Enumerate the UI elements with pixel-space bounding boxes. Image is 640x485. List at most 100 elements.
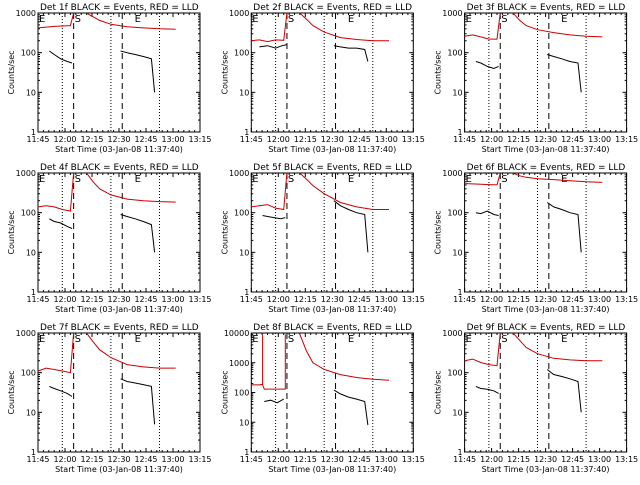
chart-title: Det 7f BLACK = Events, RED = LLD [40,323,199,333]
x-tick-label: 13:00 [375,135,398,144]
x-tick-label: 12:30 [534,295,557,304]
events-series-line [120,50,156,93]
y-tick-label: 1 [458,128,463,137]
event-marker: S [501,14,507,25]
event-marker: E [135,14,141,25]
event-marker: E [39,334,45,345]
x-tick-label: 12:15 [80,295,103,304]
lld-series-line [86,332,176,369]
x-tick-label: 11:45 [453,135,476,144]
lld-series-line [86,12,176,30]
x-tick-label: 13:15 [615,295,638,304]
x-tick-label: 13:00 [588,135,611,144]
x-tick-label: 12:30 [107,135,130,144]
chart-title: Det 5f BLACK = Events, RED = LLD [253,163,412,173]
x-tick-label: 13:00 [161,135,184,144]
events-series-line [262,215,286,220]
y-tick-label: 1000 [442,329,462,338]
event-marker: E [252,334,258,345]
x-tick-label: 13:15 [402,135,425,144]
y-tick-label: 100 [447,49,462,58]
event-marker: S [288,334,294,345]
x-axis-label: Start Time (03-Jan-08 11:37:40) [268,305,396,314]
x-tick-label: 12:30 [321,135,344,144]
y-axis-label: Counts/sec [7,50,16,94]
x-tick-label: 13:15 [402,455,425,464]
lld-series-line [37,333,75,374]
x-tick-label: 13:00 [375,295,398,304]
x-tick-label: 13:15 [188,295,211,304]
lld-series-line [512,12,603,38]
y-axis-label: Counts/sec [220,50,229,94]
x-tick-label: 12:45 [134,295,157,304]
detector-chart-1: Det 1f BLACK = Events, RED = LLD 1 10 100 10… [7,3,212,154]
y-tick-label: 100 [447,209,462,218]
x-tick-label: 12:45 [561,295,584,304]
event-marker: E [348,174,354,185]
x-tick-label: 11:45 [453,295,476,304]
x-tick-label: 13:15 [188,455,211,464]
x-tick-label: 11:45 [26,455,49,464]
y-tick-label: 1000 [229,9,249,18]
event-marker: S [288,14,294,25]
x-tick-label: 11:45 [26,135,49,144]
x-tick-label: 12:00 [53,135,76,144]
x-tick-label: 12:15 [80,135,103,144]
x-tick-label: 11:45 [453,455,476,464]
detector-chart-5: Det 5f BLACK = Events, RED = LLD 1 10 100 10… [220,163,425,314]
lld-series-line [464,13,501,40]
x-tick-label: 12:45 [348,135,371,144]
x-tick-label: 12:30 [321,455,344,464]
x-tick-label: 12:45 [348,455,371,464]
x-tick-label: 12:00 [480,295,503,304]
y-tick-label: 10 [26,88,36,97]
y-tick-label: 10000 [224,329,249,338]
x-axis-label: Start Time (03-Jan-08 11:37:40) [482,145,610,154]
event-marker: S [75,334,81,345]
y-tick-label: 1000 [229,359,249,368]
y-tick-label: 1 [31,448,36,457]
y-tick-label: 10 [452,248,462,257]
y-tick-label: 1 [244,288,249,297]
plot-frame [250,172,414,293]
plot-frame [464,172,628,293]
event-marker: E [252,174,258,185]
events-series-line [546,202,582,253]
events-series-line [264,398,284,404]
x-tick-label: 12:00 [267,455,290,464]
y-axis-label: Counts/sec [220,210,229,254]
chart-title: Det 8f BLACK = Events, RED = LLD [253,323,412,333]
x-tick-label: 12:15 [294,135,317,144]
lld-series-line [86,172,176,203]
y-tick-label: 1000 [16,329,36,338]
detector-chart-8: Det 8f BLACK = Events, RED = LLD 1 10 100 10… [220,323,425,474]
y-axis-label: Counts/sec [7,210,16,254]
x-tick-label: 13:15 [402,295,425,304]
event-marker: E [466,14,472,25]
x-tick-label: 12:00 [480,135,503,144]
event-marker: E [561,14,567,25]
x-tick-label: 11:45 [240,295,263,304]
y-tick-label: 10 [239,248,249,257]
x-axis-label: Start Time (03-Jan-08 11:37:40) [268,145,396,154]
y-tick-label: 100 [21,369,36,378]
y-tick-label: 1 [244,128,249,137]
x-tick-label: 12:00 [267,135,290,144]
x-tick-label: 12:30 [107,295,130,304]
events-series-line [547,54,582,93]
y-tick-label: 1000 [442,169,462,178]
event-marker: E [466,174,472,185]
events-series-line [333,45,369,62]
event-marker: E [135,174,141,185]
chart-title: Det 4f BLACK = Events, RED = LLD [40,163,199,173]
plot-frame [37,12,201,133]
y-tick-label: 100 [447,369,462,378]
x-tick-label: 12:30 [534,135,557,144]
y-tick-label: 10 [452,88,462,97]
y-tick-label: 1000 [442,9,462,18]
x-tick-label: 12:15 [507,455,530,464]
event-marker: S [501,334,507,345]
lld-series-line [299,334,390,381]
lld-series-line [251,173,288,211]
x-tick-label: 13:00 [375,455,398,464]
